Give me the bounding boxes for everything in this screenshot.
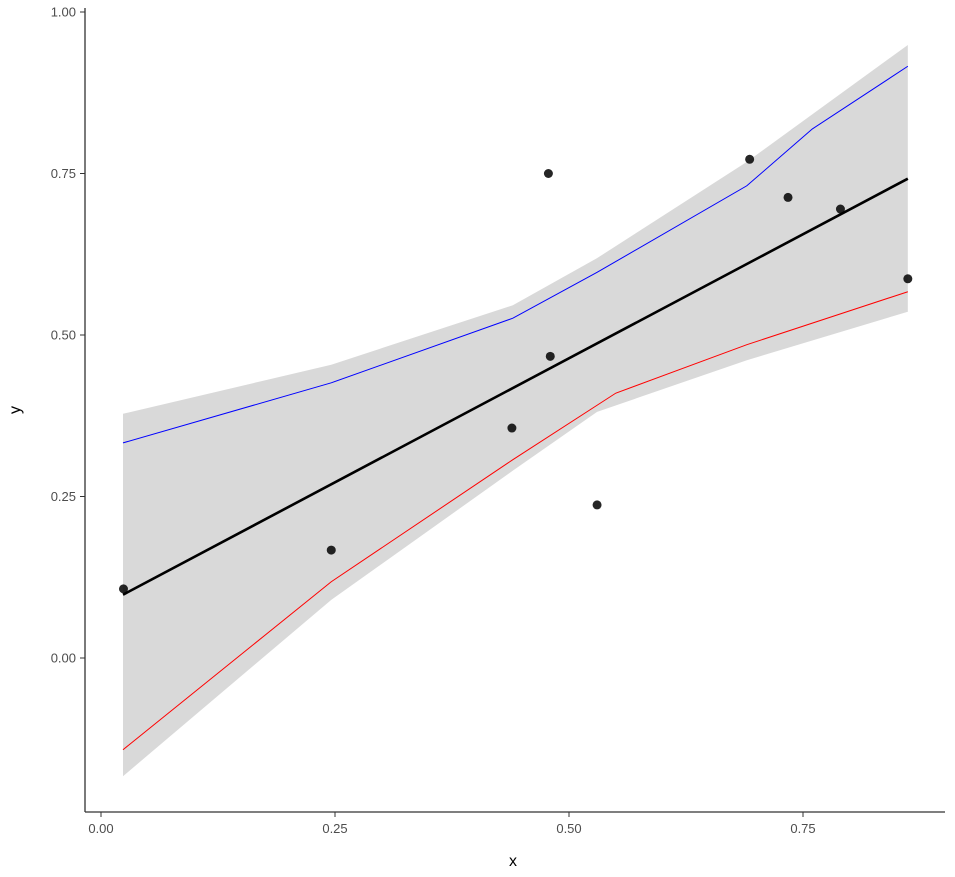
fit-line bbox=[122, 177, 909, 596]
data-point bbox=[783, 192, 793, 202]
y-tick-label: 0.75 bbox=[51, 166, 76, 181]
x-tick-label: 0.50 bbox=[556, 821, 581, 836]
y-tick-label: 1.00 bbox=[51, 5, 76, 20]
data-point bbox=[745, 154, 755, 164]
data-point bbox=[592, 500, 602, 510]
data-point bbox=[545, 351, 555, 361]
y-axis-label: y bbox=[7, 406, 24, 414]
data-point bbox=[507, 423, 517, 433]
x-tick-label: 0.25 bbox=[322, 821, 347, 836]
y-tick-label: 0.50 bbox=[51, 328, 76, 343]
y-tick-label: 0.00 bbox=[51, 651, 76, 666]
data-point bbox=[835, 204, 845, 214]
data-point bbox=[326, 545, 336, 555]
x-tick-label: 0.00 bbox=[88, 821, 113, 836]
confidence-band bbox=[122, 44, 908, 777]
data-point bbox=[118, 584, 128, 594]
data-point bbox=[543, 169, 553, 178]
upper-line bbox=[122, 65, 909, 444]
x-tick-label: 0.75 bbox=[790, 821, 815, 836]
data-point bbox=[903, 274, 913, 284]
lower-line bbox=[122, 291, 908, 751]
x-axis-label: x bbox=[509, 853, 517, 870]
y-tick-label: 0.25 bbox=[51, 489, 76, 504]
